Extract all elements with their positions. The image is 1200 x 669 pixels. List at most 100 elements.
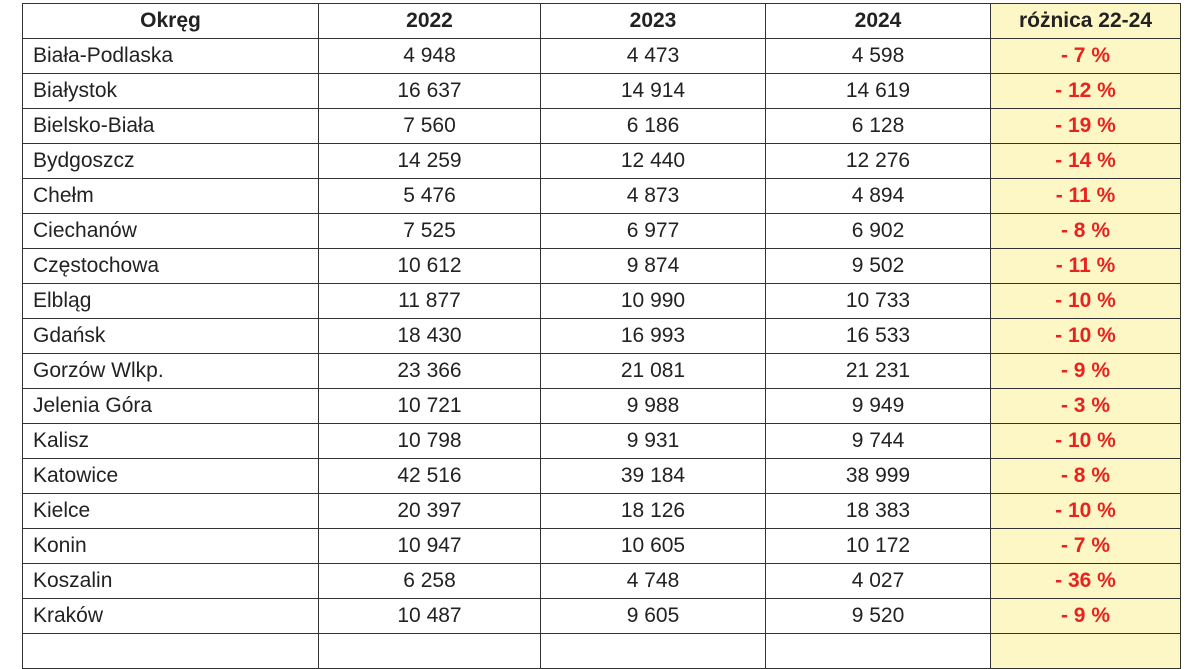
value-cell: 14 914	[540, 73, 766, 109]
table-row: Elbląg 11 877 10 990 10 733- 10 %	[22, 283, 1181, 319]
district-cell: Częstochowa	[22, 248, 319, 284]
difference-cell: - 10 %	[990, 318, 1181, 354]
value-cell: 14 619	[765, 73, 991, 109]
table-container: Okręg 2022 2023 2024 różnica 22-24 Biała-Pod…	[22, 3, 1181, 669]
value-cell: 10 990	[540, 283, 766, 319]
difference-cell: - 36 %	[990, 563, 1181, 599]
value-cell: 10 172	[765, 528, 991, 564]
table-row: Katowice 42 516 39 184 38 999- 8 %	[22, 458, 1181, 494]
value-cell: 9 520	[765, 598, 991, 634]
table-row: Koszalin 6 258 4 748 4 027- 36 %	[22, 563, 1181, 599]
value-cell: 10 798	[318, 423, 541, 459]
value-cell: 4 748	[540, 563, 766, 599]
value-cell: 12 440	[540, 143, 766, 179]
value-cell: 6 186	[540, 108, 766, 144]
value-cell: 42 516	[318, 458, 541, 494]
difference-cell: - 10 %	[990, 493, 1181, 529]
value-cell: 18 383	[765, 493, 991, 529]
header-cell: Okręg	[22, 3, 319, 39]
value-cell: 38 999	[765, 458, 991, 494]
district-cell: Kraków	[22, 598, 319, 634]
district-cell: Bydgoszcz	[22, 143, 319, 179]
table-row-cut	[22, 633, 1181, 669]
empty-cell	[318, 633, 541, 669]
table-row: Ciechanów 7 525 6 977 6 902- 8 %	[22, 213, 1181, 249]
table-row: Jelenia Góra 10 721 9 988 9 949- 3 %	[22, 388, 1181, 424]
value-cell: 9 744	[765, 423, 991, 459]
empty-cell	[22, 633, 319, 669]
header-cell: 2023	[540, 3, 766, 39]
value-cell: 9 874	[540, 248, 766, 284]
value-cell: 10 947	[318, 528, 541, 564]
value-cell: 20 397	[318, 493, 541, 529]
table-row: Biała-Podlaska 4 948 4 473 4 598- 7 %	[22, 38, 1181, 74]
difference-cell: - 10 %	[990, 423, 1181, 459]
table-row: Bydgoszcz 14 259 12 440 12 276- 14 %	[22, 143, 1181, 179]
value-cell: 9 605	[540, 598, 766, 634]
district-cell: Ciechanów	[22, 213, 319, 249]
value-cell: 5 476	[318, 178, 541, 214]
value-cell: 4 473	[540, 38, 766, 74]
district-cell: Jelenia Góra	[22, 388, 319, 424]
difference-cell: - 19 %	[990, 108, 1181, 144]
district-cell: Białystok	[22, 73, 319, 109]
district-cell: Chełm	[22, 178, 319, 214]
value-cell: 10 605	[540, 528, 766, 564]
empty-cell	[540, 633, 766, 669]
district-cell: Elbląg	[22, 283, 319, 319]
table-row: Kalisz 10 798 9 931 9 744- 10 %	[22, 423, 1181, 459]
value-cell: 18 430	[318, 318, 541, 354]
district-cell: Kielce	[22, 493, 319, 529]
difference-cell: - 9 %	[990, 353, 1181, 389]
value-cell: 21 231	[765, 353, 991, 389]
value-cell: 4 948	[318, 38, 541, 74]
value-cell: 6 902	[765, 213, 991, 249]
difference-cell: - 10 %	[990, 283, 1181, 319]
district-cell: Gdańsk	[22, 318, 319, 354]
district-cell: Koszalin	[22, 563, 319, 599]
table-row: Gdańsk 18 430 16 993 16 533- 10 %	[22, 318, 1181, 354]
value-cell: 6 128	[765, 108, 991, 144]
value-cell: 9 931	[540, 423, 766, 459]
value-cell: 4 598	[765, 38, 991, 74]
value-cell: 6 977	[540, 213, 766, 249]
header-cell: 2024	[765, 3, 991, 39]
table-row: Kielce 20 397 18 126 18 383- 10 %	[22, 493, 1181, 529]
table-row: Bielsko-Biała 7 560 6 186 6 128- 19 %	[22, 108, 1181, 144]
value-cell: 10 733	[765, 283, 991, 319]
difference-cell: - 9 %	[990, 598, 1181, 634]
value-cell: 10 612	[318, 248, 541, 284]
value-cell: 4 873	[540, 178, 766, 214]
value-cell: 21 081	[540, 353, 766, 389]
difference-cell: - 14 %	[990, 143, 1181, 179]
district-cell: Kalisz	[22, 423, 319, 459]
table-body: Biała-Podlaska 4 948 4 473 4 598- 7 % Białys…	[22, 38, 1181, 669]
difference-cell: - 12 %	[990, 73, 1181, 109]
district-cell: Gorzów Wlkp.	[22, 353, 319, 389]
header-row: Okręg 2022 2023 2024 różnica 22-24	[22, 3, 1181, 39]
value-cell: 12 276	[765, 143, 991, 179]
table-row: Gorzów Wlkp. 23 366 21 081 21 231- 9 %	[22, 353, 1181, 389]
value-cell: 7 560	[318, 108, 541, 144]
page: {"table": { "header": ["Okręg", "2022", …	[22, 3, 1181, 669]
difference-cell: - 8 %	[990, 458, 1181, 494]
value-cell: 16 637	[318, 73, 541, 109]
table-row: Częstochowa 10 612 9 874 9 502- 11 %	[22, 248, 1181, 284]
district-cell: Katowice	[22, 458, 319, 494]
district-cell: Biała-Podlaska	[22, 38, 319, 74]
value-cell: 16 993	[540, 318, 766, 354]
empty-cell	[765, 633, 991, 669]
value-cell: 10 721	[318, 388, 541, 424]
difference-cell: - 3 %	[990, 388, 1181, 424]
difference-cell: - 11 %	[990, 178, 1181, 214]
header-cell: 2022	[318, 3, 541, 39]
value-cell: 14 259	[318, 143, 541, 179]
value-cell: 11 877	[318, 283, 541, 319]
value-cell: 7 525	[318, 213, 541, 249]
table-row: Konin 10 947 10 605 10 172- 7 %	[22, 528, 1181, 564]
district-cell: Bielsko-Biała	[22, 108, 319, 144]
value-cell: 16 533	[765, 318, 991, 354]
value-cell: 39 184	[540, 458, 766, 494]
difference-cell: - 7 %	[990, 528, 1181, 564]
value-cell: 18 126	[540, 493, 766, 529]
